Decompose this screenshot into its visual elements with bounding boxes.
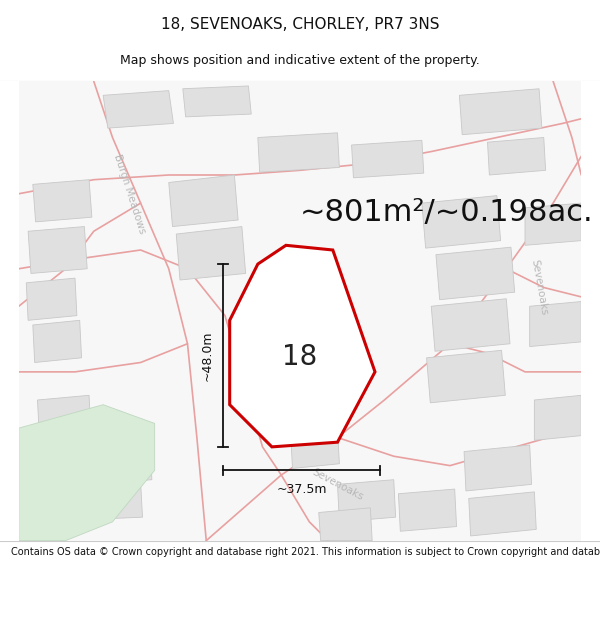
Polygon shape (169, 175, 238, 226)
Polygon shape (352, 140, 424, 177)
Polygon shape (398, 489, 457, 531)
Polygon shape (258, 132, 340, 172)
Polygon shape (460, 89, 542, 134)
Polygon shape (319, 508, 372, 541)
Polygon shape (422, 196, 500, 248)
Polygon shape (75, 482, 143, 520)
Polygon shape (33, 180, 92, 222)
Text: ~801m²/~0.198ac.: ~801m²/~0.198ac. (300, 198, 593, 227)
Text: ~48.0m: ~48.0m (201, 330, 214, 381)
Polygon shape (230, 245, 375, 447)
Polygon shape (33, 320, 82, 362)
Polygon shape (469, 492, 536, 536)
Polygon shape (338, 480, 395, 522)
Text: Burgh Meadows: Burgh Meadows (112, 152, 147, 235)
Polygon shape (183, 86, 251, 117)
Polygon shape (464, 445, 532, 491)
Polygon shape (103, 91, 173, 128)
Polygon shape (37, 396, 91, 437)
Polygon shape (530, 301, 581, 346)
Polygon shape (290, 428, 340, 469)
Text: 18, SEVENOAKS, CHORLEY, PR7 3NS: 18, SEVENOAKS, CHORLEY, PR7 3NS (161, 17, 439, 32)
Polygon shape (436, 247, 515, 299)
Polygon shape (525, 203, 581, 245)
Polygon shape (26, 278, 77, 320)
Text: Map shows position and indicative extent of the property.: Map shows position and indicative extent… (120, 54, 480, 68)
Polygon shape (535, 396, 581, 441)
Polygon shape (94, 442, 152, 484)
Polygon shape (176, 226, 245, 280)
Text: ~37.5m: ~37.5m (276, 484, 326, 496)
Text: Sevenoaks: Sevenoaks (310, 467, 365, 502)
Text: Contains OS data © Crown copyright and database right 2021. This information is : Contains OS data © Crown copyright and d… (11, 548, 600, 558)
Polygon shape (488, 138, 545, 175)
Polygon shape (427, 350, 505, 403)
Polygon shape (19, 405, 155, 541)
Polygon shape (267, 386, 320, 428)
Polygon shape (28, 226, 87, 274)
Polygon shape (431, 299, 510, 351)
Text: Sevenoaks: Sevenoaks (529, 259, 549, 316)
Text: 18: 18 (282, 343, 317, 371)
